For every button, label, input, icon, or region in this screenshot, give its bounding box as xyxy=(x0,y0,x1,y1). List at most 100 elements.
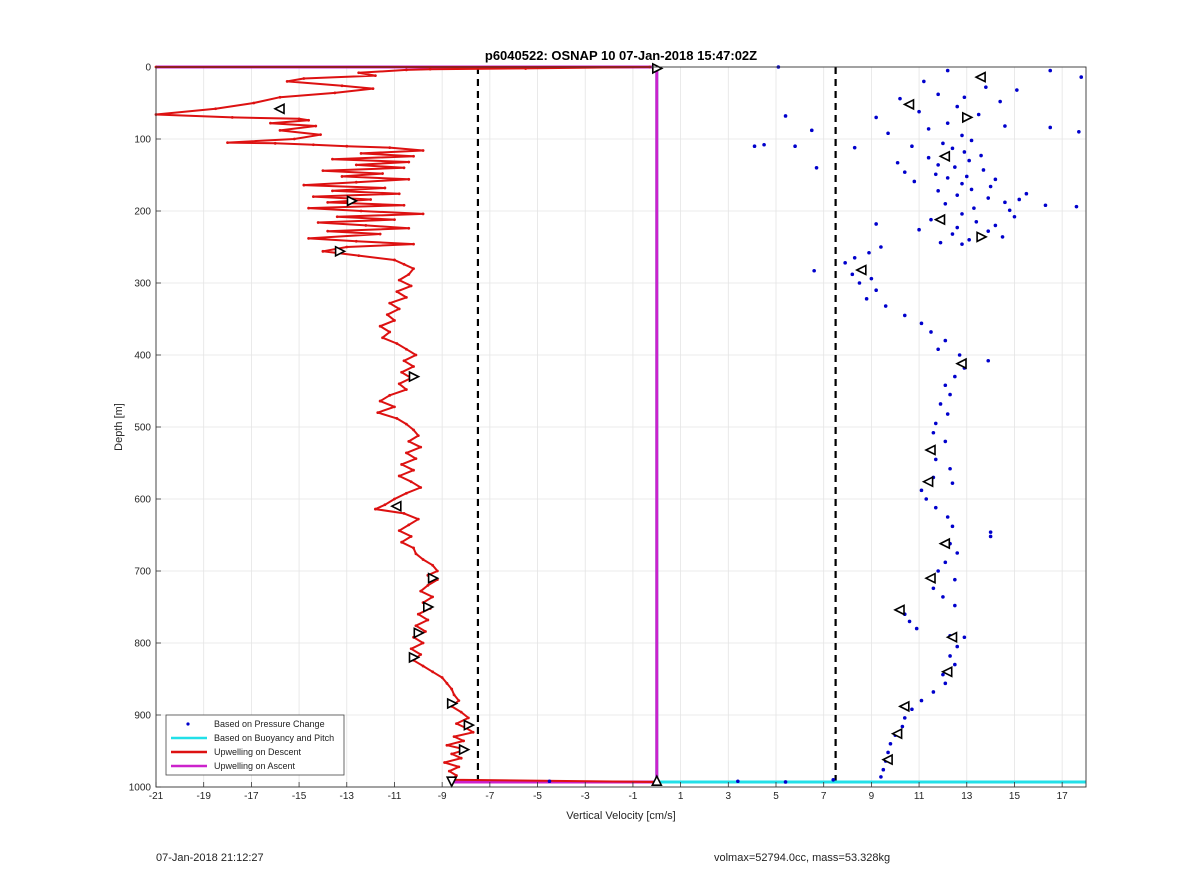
data-point xyxy=(857,281,862,285)
data-point xyxy=(936,569,940,573)
data-point xyxy=(895,160,900,165)
data-point xyxy=(907,619,912,624)
data-point xyxy=(950,481,955,485)
direction-marker xyxy=(390,500,402,512)
data-point xyxy=(1015,88,1019,92)
data-point xyxy=(404,347,408,351)
data-point xyxy=(278,95,282,99)
data-point xyxy=(404,422,408,426)
data-point xyxy=(400,370,404,374)
data-point xyxy=(931,690,936,694)
data-point xyxy=(962,95,967,100)
legend: Based on Pressure Change Based on Buoyan… xyxy=(165,714,345,776)
data-point xyxy=(397,278,401,282)
data-point xyxy=(931,430,936,435)
data-point xyxy=(357,254,361,258)
data-point xyxy=(393,319,396,322)
data-point xyxy=(960,133,964,138)
data-point xyxy=(812,268,816,273)
data-point xyxy=(1000,235,1005,239)
data-point xyxy=(416,517,420,521)
data-point xyxy=(409,647,413,651)
data-point xyxy=(424,630,427,633)
direction-marker xyxy=(651,774,663,787)
data-point xyxy=(953,577,957,582)
data-point xyxy=(412,428,415,432)
data-point xyxy=(900,724,905,729)
data-point xyxy=(388,393,392,397)
data-point xyxy=(986,196,991,200)
data-point xyxy=(1003,200,1007,205)
data-point xyxy=(381,336,384,340)
data-point xyxy=(874,222,878,226)
data-point xyxy=(297,117,301,121)
data-point xyxy=(419,653,423,656)
data-point xyxy=(933,457,938,462)
data-point xyxy=(933,505,938,510)
data-point xyxy=(407,440,411,443)
data-point xyxy=(393,218,396,222)
y-tick-label: 0 xyxy=(145,63,151,74)
direction-marker xyxy=(940,666,953,678)
legend-label-pressure: Based on Pressure Change xyxy=(214,719,325,729)
data-point xyxy=(948,466,952,471)
data-point xyxy=(831,778,836,782)
data-point xyxy=(307,236,311,240)
data-point xyxy=(912,179,917,184)
data-point xyxy=(407,226,411,230)
data-point xyxy=(402,203,406,207)
direction-marker xyxy=(974,71,986,83)
data-point xyxy=(450,752,454,756)
data-point xyxy=(1077,130,1081,134)
direction-marker xyxy=(921,475,934,488)
data-point xyxy=(440,676,444,679)
data-point xyxy=(914,626,919,631)
direction-marker xyxy=(961,111,974,124)
data-point xyxy=(953,165,957,169)
data-point xyxy=(967,158,971,163)
data-point xyxy=(1024,191,1029,196)
data-point xyxy=(400,540,404,544)
data-point xyxy=(393,258,396,262)
data-point xyxy=(919,698,924,703)
y-tick-label: 400 xyxy=(134,351,151,362)
data-point xyxy=(962,635,967,640)
data-point xyxy=(369,198,373,201)
data-point xyxy=(340,175,344,178)
data-point xyxy=(945,68,950,73)
data-point xyxy=(373,74,377,78)
y-tick-label: 900 xyxy=(134,711,151,722)
data-point xyxy=(886,750,890,755)
data-point xyxy=(974,220,979,224)
direction-marker xyxy=(408,651,421,664)
direction-marker xyxy=(334,245,347,258)
data-point xyxy=(354,163,358,167)
data-point xyxy=(459,756,463,760)
data-point xyxy=(919,488,924,493)
data-point xyxy=(311,143,315,147)
data-point xyxy=(354,180,358,184)
data-point xyxy=(869,276,874,281)
data-point xyxy=(1079,75,1084,79)
data-point xyxy=(938,402,943,406)
data-point xyxy=(926,155,931,160)
data-point xyxy=(955,225,960,230)
direction-marker xyxy=(902,98,915,111)
data-point xyxy=(409,480,413,484)
data-point xyxy=(1048,125,1053,130)
axes: -21 -19 -17 -15 -13 -11 -9 -7 -5 -3 -1 1 3 5 7 9 11 13 15 1… xyxy=(129,63,1087,802)
data-point xyxy=(936,189,940,193)
direction-marker xyxy=(955,357,967,370)
x-tick-label: 3 xyxy=(726,791,732,802)
data-point xyxy=(850,272,855,277)
data-point xyxy=(404,68,408,72)
x-tick-label: 1 xyxy=(678,791,684,802)
y-tick-label: 500 xyxy=(134,423,151,434)
data-point xyxy=(988,534,993,539)
data-point xyxy=(762,142,766,147)
legend-label-descent: Upwelling on Descent xyxy=(214,747,302,757)
data-point xyxy=(459,710,463,714)
data-point xyxy=(378,399,382,403)
data-point xyxy=(447,769,451,773)
data-point xyxy=(950,232,955,236)
